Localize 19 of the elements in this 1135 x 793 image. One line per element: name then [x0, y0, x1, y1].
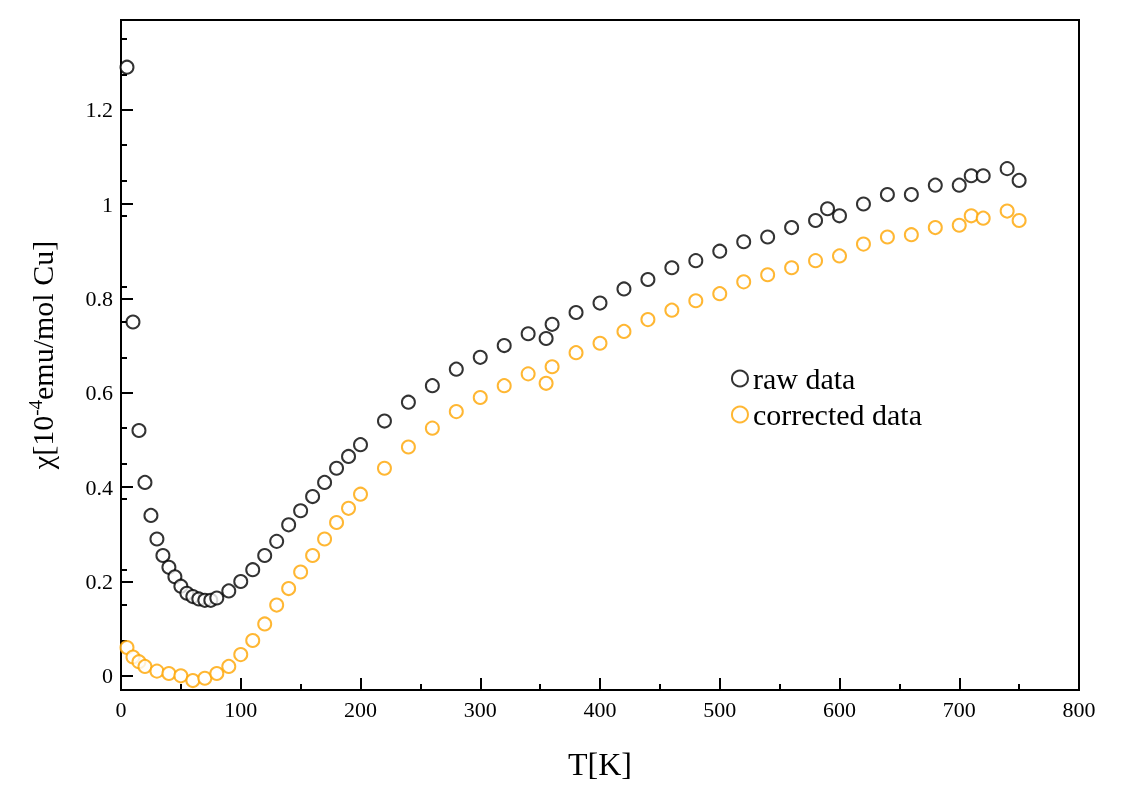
y-tick-label: 0.4: [85, 474, 113, 500]
x-tick-label: 100: [224, 696, 258, 722]
x-tick-label: 200: [344, 696, 377, 722]
x-tick-label: 700: [942, 696, 976, 722]
legend-label: raw data: [752, 362, 856, 395]
x-tick-label: 600: [823, 696, 856, 722]
y-axis-title: χ[10-4emu/mol Cu]: [25, 240, 59, 471]
y-tick-label: 0.8: [85, 285, 113, 311]
x-tick-label: 500: [703, 696, 737, 722]
y-tick-label: 0.6: [85, 380, 113, 406]
x-tick-label: 800: [1062, 696, 1096, 722]
y-tick-label: 0.2: [85, 568, 113, 594]
y-tick-label: 0: [102, 663, 113, 689]
x-axis-title: T[K]: [568, 746, 632, 782]
x-tick-label: 300: [463, 696, 497, 722]
y-tick-label: 1: [102, 191, 113, 217]
x-tick-label: 400: [583, 696, 617, 722]
y-tick-label: 1.2: [85, 97, 113, 123]
legend-label: corrected data: [752, 398, 922, 431]
